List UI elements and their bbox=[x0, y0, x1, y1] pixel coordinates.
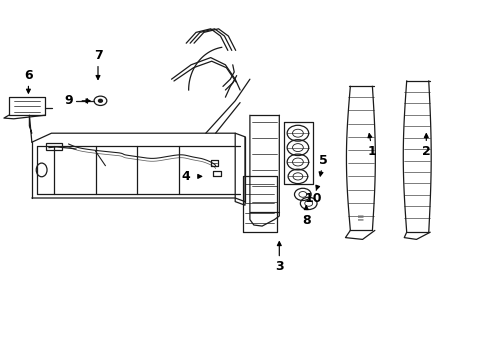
Text: ||||: |||| bbox=[357, 212, 363, 220]
Text: 5: 5 bbox=[319, 154, 328, 167]
Text: 1: 1 bbox=[368, 145, 377, 158]
Text: 2: 2 bbox=[422, 145, 431, 158]
Text: 3: 3 bbox=[275, 260, 284, 273]
Text: 4: 4 bbox=[182, 170, 191, 183]
Text: 6: 6 bbox=[24, 69, 33, 82]
Circle shape bbox=[98, 99, 102, 102]
Text: 8: 8 bbox=[302, 214, 311, 227]
Text: 10: 10 bbox=[305, 192, 322, 204]
Text: 7: 7 bbox=[94, 49, 102, 62]
Text: 9: 9 bbox=[64, 94, 73, 107]
